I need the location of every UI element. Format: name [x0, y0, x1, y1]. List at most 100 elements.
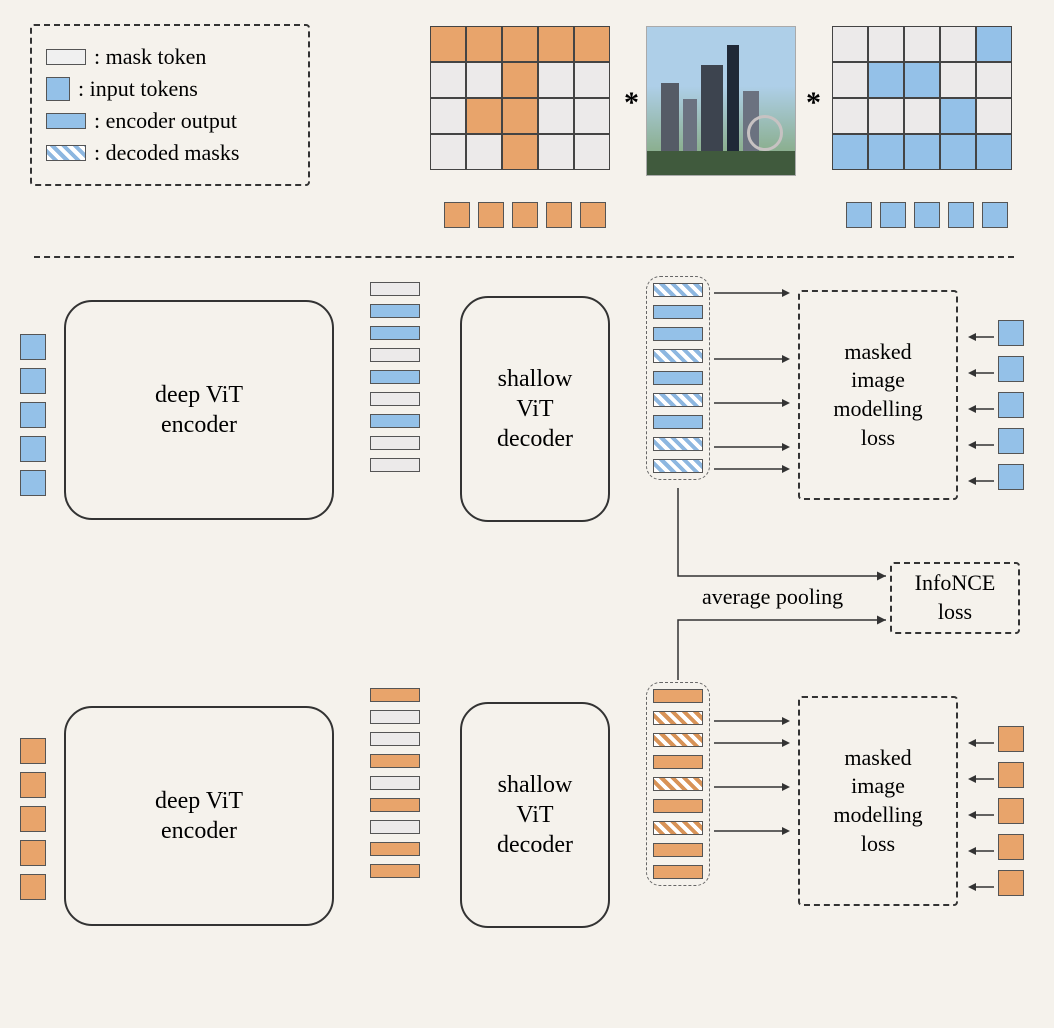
token-square	[998, 392, 1024, 418]
decoder-bar	[653, 799, 703, 813]
encoder-output-top	[370, 282, 420, 472]
decoder-bar	[653, 349, 703, 363]
grid-cell	[430, 26, 466, 62]
arrow-left-icon	[966, 730, 994, 756]
token-square	[880, 202, 906, 228]
multiply-icon: *	[624, 86, 639, 120]
arrow-right-icon	[714, 780, 792, 794]
encoder-bar	[370, 392, 420, 406]
decoder-bar	[653, 777, 703, 791]
decoder-bar	[653, 283, 703, 297]
encoder-bar	[370, 842, 420, 856]
encoder-label: deep ViT encoder	[155, 786, 243, 846]
token-square	[20, 772, 46, 798]
token-square	[914, 202, 940, 228]
arrow-left-icon	[966, 874, 994, 900]
token-square	[998, 798, 1024, 824]
token-square	[20, 738, 46, 764]
arrow-right-icon	[714, 440, 792, 454]
grid-cell	[868, 134, 904, 170]
grid-cell	[538, 98, 574, 134]
token-square	[20, 840, 46, 866]
mim-loss-box-bottom: masked image modelling loss	[798, 696, 958, 906]
encoder-output-swatch	[46, 113, 86, 129]
token-square	[20, 874, 46, 900]
decoder-bar	[653, 305, 703, 319]
grid-cell	[574, 62, 610, 98]
encoder-bar	[370, 754, 420, 768]
arrow-right-icon	[714, 824, 792, 838]
mask-token-swatch	[46, 49, 86, 65]
target-tokens-top	[998, 320, 1024, 490]
encoder-bar	[370, 864, 420, 878]
encoder-bar	[370, 326, 420, 340]
token-square	[580, 202, 606, 228]
arrow-right-icon	[714, 286, 792, 300]
mim-loss-label: masked image modelling loss	[833, 744, 922, 858]
arrows-from-target-bottom	[966, 730, 994, 900]
arrow-left-icon	[966, 468, 994, 494]
grid-cell	[832, 62, 868, 98]
grid-cell	[976, 26, 1012, 62]
grid-cell	[868, 62, 904, 98]
grid-cell	[502, 26, 538, 62]
encoder-bar	[370, 732, 420, 746]
grid-cell	[832, 26, 868, 62]
arrow-left-icon	[966, 324, 994, 350]
legend-item-encoder: : encoder output	[46, 108, 290, 134]
decoder-box-bottom: shallow ViT decoder	[460, 702, 610, 928]
arrow-left-icon	[966, 838, 994, 864]
encoder-bar	[370, 282, 420, 296]
encoder-bar	[370, 370, 420, 384]
arrow-left-icon	[966, 766, 994, 792]
decoder-output-top	[653, 283, 703, 473]
encoder-bar	[370, 798, 420, 812]
grid-cell	[502, 134, 538, 170]
grid-cell	[430, 62, 466, 98]
token-square	[546, 202, 572, 228]
arrow-right-icon	[714, 396, 792, 410]
grid-cell	[502, 98, 538, 134]
top-orange-tokens	[444, 202, 606, 228]
decoder-bar	[653, 415, 703, 429]
token-square	[20, 470, 46, 496]
top-blue-tokens	[846, 202, 1008, 228]
decoder-bar	[653, 755, 703, 769]
decoder-label: shallow ViT decoder	[497, 364, 573, 454]
arrow-right-icon	[714, 308, 792, 322]
mask-grid-orange	[430, 26, 610, 170]
token-square	[478, 202, 504, 228]
decoder-bar	[653, 437, 703, 451]
decoder-bar	[653, 371, 703, 385]
legend-item-input: : input tokens	[46, 76, 290, 102]
token-square	[982, 202, 1008, 228]
grid-cell	[976, 98, 1012, 134]
grid-cell	[904, 134, 940, 170]
grid-cell	[466, 98, 502, 134]
arrows-to-loss-bottom	[714, 692, 792, 882]
arrow-left-icon	[966, 432, 994, 458]
grid-cell	[430, 98, 466, 134]
decoder-box-top: shallow ViT decoder	[460, 296, 610, 522]
arrow-right-icon	[714, 352, 792, 366]
arrow-right-icon	[714, 462, 792, 476]
grid-cell	[538, 26, 574, 62]
token-square	[998, 870, 1024, 896]
token-square	[20, 806, 46, 832]
decoder-bar	[653, 821, 703, 835]
encoder-bar	[370, 348, 420, 362]
encoder-box-top: deep ViT encoder	[64, 300, 334, 520]
token-square	[948, 202, 974, 228]
decoder-bar	[653, 459, 703, 473]
input-tokens-blue	[20, 334, 46, 496]
grid-cell	[832, 98, 868, 134]
legend-label: : encoder output	[94, 108, 237, 134]
input-image	[646, 26, 796, 176]
token-square	[846, 202, 872, 228]
decoder-bar	[653, 865, 703, 879]
grid-cell	[574, 98, 610, 134]
diagram-root: : mask token : input tokens : encoder ou…	[20, 20, 1034, 1008]
encoder-label: deep ViT encoder	[155, 380, 243, 440]
legend-label: : decoded masks	[94, 140, 239, 166]
legend: : mask token : input tokens : encoder ou…	[30, 24, 310, 186]
